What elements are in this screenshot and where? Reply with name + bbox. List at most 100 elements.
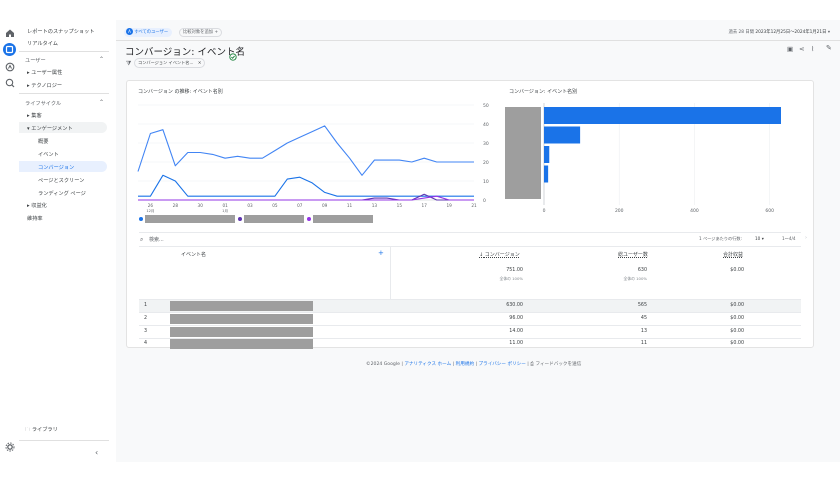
verified-check-icon (229, 46, 237, 65)
insights-icon[interactable]: ⌇ (811, 45, 815, 53)
x-month-label: 12月 (146, 208, 154, 213)
event-name-redacted[interactable] (170, 327, 313, 337)
legend-item-redacted[interactable] (145, 215, 235, 223)
col-header-users[interactable]: 総ユーザー数 (618, 252, 648, 258)
legend-item-redacted[interactable] (313, 215, 373, 223)
sidebar-item-events[interactable]: イベント (38, 152, 59, 158)
event-name-redacted[interactable] (170, 314, 313, 324)
sidebar-item-snapshot[interactable]: レポートのスナップショット (27, 29, 95, 35)
date-range-text: 2023年12月25日～2024年1月21日 (755, 30, 827, 35)
customize-report-icon[interactable]: ▣ (787, 45, 794, 53)
sidebar-item-label: エンゲージメント (31, 126, 73, 132)
bar (544, 107, 781, 124)
report-topbar: A すべてのユーザー 比較対象を追加 + 過去 28 日間 2023年12月25… (116, 20, 840, 40)
sidebar-section-user[interactable]: ユーザー (25, 58, 46, 64)
chevron-up-icon[interactable]: ⌃ (98, 99, 104, 106)
sidebar-item-pages-screens[interactable]: ページとスクリーン (38, 178, 85, 184)
col-header-revenue[interactable]: 合計収益 (723, 252, 744, 258)
report-main: A すべてのユーザー 比較対象を追加 + 過去 28 日間 2023年12月25… (116, 20, 840, 462)
sidebar-item-label: テクノロジー (31, 83, 63, 89)
x-tick-label: 600 (765, 208, 774, 214)
y-tick-label: 40 (483, 122, 489, 128)
event-name-redacted[interactable] (170, 301, 313, 311)
share-icon[interactable]: ⋖ (799, 45, 805, 53)
table-divider (139, 246, 801, 247)
explore-icon[interactable] (5, 62, 15, 72)
sidebar-divider (19, 440, 109, 441)
series-line (138, 195, 474, 201)
sidebar-item-demographics[interactable]: ▸ ユーザー属性 (27, 70, 63, 76)
x-tick-label: 07 (297, 203, 303, 208)
bar-chart: 0 200 400 600 (505, 103, 781, 214)
x-tick-label: 30 (198, 203, 204, 208)
rows-per-page-select[interactable]: 10 ▾ (755, 236, 764, 241)
sidebar-item-retention[interactable]: 維持率 (27, 216, 43, 222)
feedback-link[interactable]: ⎙ フィードバックを送信 (530, 362, 581, 367)
total-conversions: 751.00 (506, 268, 523, 273)
footer-link-privacy[interactable]: プライバシー ポリシー (478, 362, 526, 367)
plus-icon: + (214, 30, 219, 35)
sidebar-item-acquisition[interactable]: ▸ 集客 (27, 113, 42, 119)
settings-gear-icon[interactable] (5, 442, 15, 452)
event-name-redacted[interactable] (170, 339, 313, 349)
row-revenue: $0.00 (730, 316, 744, 321)
folder-icon: 🗀 (25, 427, 31, 433)
collapse-sidebar-icon[interactable]: ‹ (95, 448, 99, 457)
row-conversions: 14.00 (509, 329, 523, 334)
chevron-up-icon[interactable]: ⌃ (98, 56, 104, 63)
sidebar-library[interactable]: 🗀 ライブラリ (25, 426, 58, 435)
footer-copyright: ©2024 Google (366, 362, 400, 367)
total-revenue: $0.00 (730, 268, 744, 273)
filter-icon: ⧩ (126, 60, 132, 67)
date-range-picker[interactable]: 過去 28 日間 2023年12月25日～2024年1月21日 ▾ (729, 29, 830, 35)
home-icon[interactable] (5, 28, 15, 38)
topbar-divider (116, 40, 840, 41)
series-line (137, 125, 474, 176)
x-tick-label: 26 (148, 203, 154, 208)
sidebar-item-tech[interactable]: ▸ テクノロジー (27, 83, 63, 89)
footer-link-home[interactable]: アナリティクス ホーム (404, 362, 452, 367)
y-tick-label: 20 (483, 160, 489, 166)
sidebar-item-engagement-bg (19, 122, 107, 133)
edit-pencil-icon[interactable]: ✎ (826, 44, 832, 52)
sidebar-item-overview[interactable]: 概要 (38, 139, 49, 145)
add-comparison-button[interactable]: 比較対象を追加 + (179, 28, 223, 37)
x-tick-label: 01 (222, 203, 228, 208)
sidebar-section-lifecycle[interactable]: ライフサイクル (25, 101, 62, 107)
next-page-icon[interactable]: › (805, 235, 807, 241)
filter-chip[interactable]: コンバージョン イベント名... ✕ (134, 58, 206, 68)
sidebar-item-conversions[interactable]: コンバージョン (38, 165, 75, 171)
pagination-label: 1～4/4 (782, 236, 796, 241)
analytics-window: レポートのスナップショット リアルタイム ユーザー ⌃ ▸ ユーザー属性 ▸ テ… (0, 20, 840, 462)
column-divider (390, 247, 391, 299)
feedback-label: フィードバックを送信 (535, 362, 582, 367)
sidebar-item-engagement[interactable]: ▾ エンゲージメント (27, 126, 73, 132)
advertising-icon[interactable] (5, 78, 15, 88)
footer: ©2024 Google | アナリティクス ホーム | 利用規約 | プライバ… (366, 362, 582, 367)
add-dimension-icon[interactable]: + (378, 249, 384, 257)
legend-item-redacted[interactable] (244, 215, 304, 223)
chevron-down-icon: ▾ (761, 236, 764, 241)
page-title: コンバージョン: イベント名 (125, 47, 246, 58)
segment-chip[interactable]: A すべてのユーザー (124, 28, 173, 37)
x-tick-label: 03 (247, 203, 253, 208)
close-icon[interactable]: ✕ (197, 60, 202, 65)
col-header-conversions[interactable]: ↓ コンバージョン (479, 251, 520, 258)
sidebar-item-monetization[interactable]: ▸ 収益化 (27, 203, 47, 209)
row-conversions: 11.00 (509, 341, 523, 346)
x-tick-label: 21 (471, 203, 477, 208)
filter-chip-label: コンバージョン イベント名... (138, 60, 194, 65)
footer-link-terms[interactable]: 利用規約 (455, 362, 475, 367)
legend-dot (139, 217, 143, 221)
col-header-event[interactable]: イベント名 (181, 252, 207, 258)
y-tick-label: 10 (483, 179, 489, 185)
table-divider (139, 325, 801, 326)
sidebar-divider (19, 51, 109, 52)
x-tick-label: 19 (446, 203, 452, 208)
title-dropdown-icon[interactable]: ▾ (239, 46, 242, 52)
reports-icon[interactable] (3, 43, 16, 56)
table-divider (139, 232, 801, 233)
table-search-input[interactable]: 検索... (149, 237, 164, 243)
sidebar-item-realtime[interactable]: リアルタイム (27, 41, 58, 47)
sidebar-item-landing-page[interactable]: ランディング ページ (38, 191, 86, 197)
